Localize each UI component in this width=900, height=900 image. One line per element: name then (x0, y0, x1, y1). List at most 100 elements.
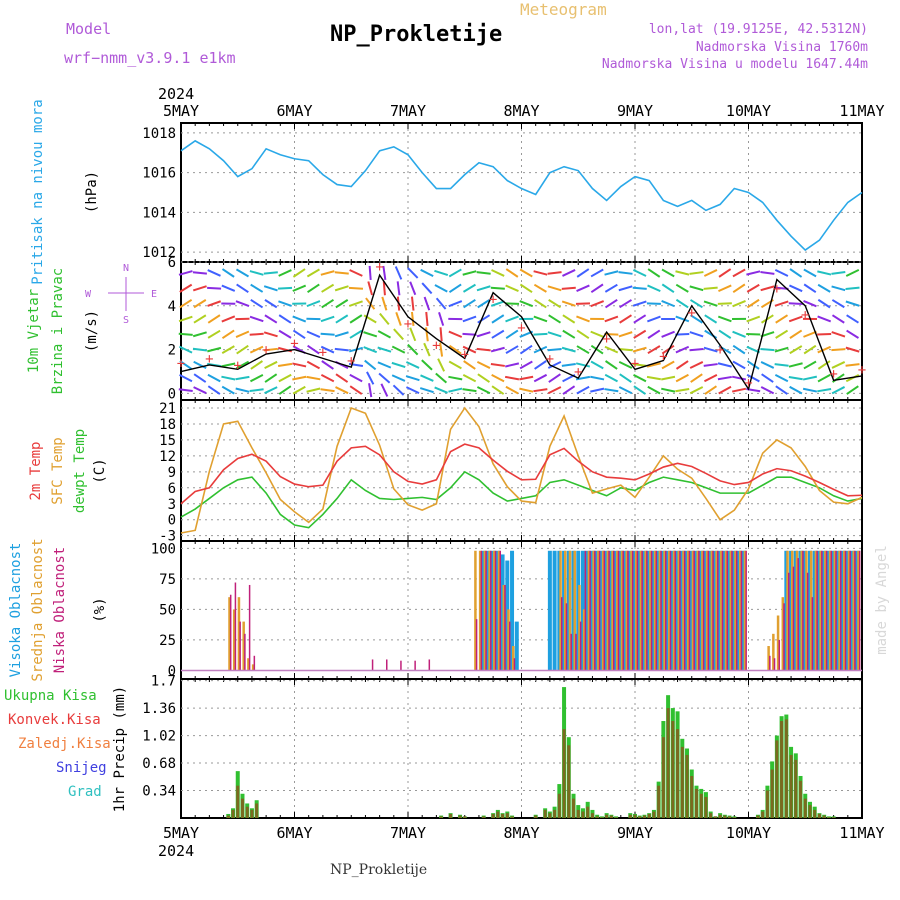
wind-unit: (m/s) (84, 310, 100, 352)
wind-arrow (646, 302, 661, 305)
cloud-bar (488, 550, 491, 671)
time-label-bottom: 11MAY (839, 824, 884, 842)
wind-arrow (575, 362, 591, 368)
wind-arrow (235, 387, 250, 393)
wind-arrow (334, 285, 349, 292)
wind-arrow (803, 360, 817, 370)
precip-bar (728, 816, 732, 818)
precip-bar (642, 815, 646, 818)
wind-arrow (236, 344, 249, 355)
wind-arrow (192, 347, 207, 352)
precip-bar (605, 814, 609, 818)
wind-arrow (391, 345, 406, 354)
wind-gust-marker: + (461, 347, 469, 363)
wind-arrow (703, 269, 718, 277)
wind-arrow (349, 300, 363, 307)
cloud-bar (502, 584, 506, 671)
wind-arrow (604, 388, 619, 393)
precip-bar (671, 721, 675, 818)
cloud-bar (724, 550, 728, 671)
wind-arrow (207, 300, 222, 307)
wind-arrow (761, 373, 774, 383)
cloud-bar (592, 550, 595, 671)
cloud-bar (565, 603, 568, 671)
wind-arrow (278, 373, 292, 383)
wind-arrow (675, 315, 690, 323)
precip-legend-item: Snijeg (56, 760, 107, 776)
time-label-top: 11MAY (839, 102, 884, 120)
wind-gust-marker: + (602, 332, 610, 348)
wind-arrow (179, 298, 193, 309)
precip-bar (255, 803, 259, 818)
precip-ytick-label: 1.7 (151, 674, 176, 690)
wind-gust-marker: + (801, 308, 809, 324)
cloud-bar (639, 550, 643, 671)
precip-bar (827, 817, 831, 818)
wind-arrow (817, 315, 832, 323)
wind-arrow (774, 374, 789, 383)
wind-arrow (207, 346, 222, 353)
wind-arrow (250, 298, 264, 309)
wind-arrow (292, 329, 306, 340)
wind-arrow (448, 268, 462, 278)
cloud-bar (745, 550, 747, 671)
precip-bar (590, 813, 594, 818)
wind-arrow (235, 300, 250, 308)
wind-arrow (423, 296, 431, 311)
cloud-bar (778, 639, 781, 671)
pressure-unit: (hPa) (84, 171, 100, 213)
precip-bar (236, 785, 240, 818)
wind-arrow (618, 271, 633, 275)
wind-arrow (618, 386, 633, 395)
wind-arrow (380, 383, 389, 397)
wind-arrow (435, 297, 447, 310)
wind-arrow (547, 347, 562, 352)
time-label-top: 6MAY (276, 102, 312, 120)
wind-arrow (846, 314, 859, 324)
wind-arrow (278, 269, 292, 277)
wind-arrow (477, 314, 491, 324)
temp-dew-label: dewpt Temp (72, 429, 88, 513)
wind-arrow (689, 271, 704, 275)
wind-arrow (704, 385, 718, 395)
cloud-bar (816, 550, 818, 671)
cloud-bar (513, 658, 516, 671)
wind-arrow (349, 385, 363, 395)
wind-arrow (476, 331, 491, 338)
wind-arrow (335, 314, 349, 324)
wind-arrow (533, 270, 548, 276)
wind-arrow (732, 300, 746, 308)
wind-arrow (604, 298, 618, 309)
wind-arrow (533, 388, 548, 393)
cloud-bar (573, 550, 576, 671)
precip-ylabel: 1hr Precip (mm) (112, 686, 128, 812)
wind-arrow (419, 387, 434, 394)
wind-arrow (632, 269, 647, 277)
cloud-bar (644, 550, 647, 671)
cloud-bar (568, 550, 572, 671)
wind-arrow (718, 385, 732, 395)
wind-arrow (831, 299, 845, 309)
wind-arrow (448, 344, 462, 355)
wind-arrow (407, 343, 419, 356)
wind-arrow (788, 284, 803, 293)
wind-arrow (477, 373, 491, 383)
cloud-bar (559, 550, 562, 671)
cloud-bar (653, 550, 657, 671)
cloud-bar (552, 550, 557, 671)
compass-n-label: N (123, 263, 129, 274)
wind-arrow (410, 296, 415, 311)
wind-arrow (292, 268, 306, 278)
wind-arrow (235, 375, 250, 381)
wind-arrow (490, 286, 505, 290)
wind-arrow (646, 362, 661, 368)
wind-arrow (604, 283, 618, 293)
wind-arrow (504, 375, 520, 381)
wind-arrow (476, 347, 491, 352)
clouds-ytick-label: 75 (159, 572, 176, 588)
wind-arrow (661, 283, 675, 294)
wind-arrow (425, 311, 429, 327)
wind-arrow (463, 298, 476, 309)
wind-arrow (661, 387, 676, 393)
cloud-bar (702, 550, 705, 671)
